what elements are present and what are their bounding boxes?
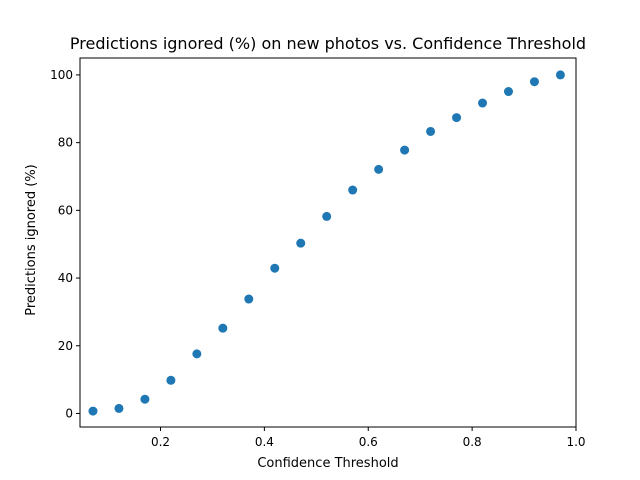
scatter-point [114, 403, 124, 413]
scatter-point [322, 211, 332, 221]
scatter-point [426, 126, 436, 136]
y-axis-label: Predictions ignored (%) [24, 164, 39, 315]
scatter-point [296, 238, 306, 248]
x-tick-label: 1.0 [566, 435, 585, 449]
scatter-point [555, 70, 565, 80]
scatter-point [452, 113, 462, 123]
scatter-point [374, 164, 384, 174]
y-tick-label: 100 [50, 68, 73, 82]
plot-frame [79, 57, 577, 428]
scatter-point [400, 145, 410, 155]
x-tick-label: 0.4 [255, 435, 274, 449]
x-tick-label: 0.2 [151, 435, 170, 449]
y-tick-label: 0 [65, 406, 73, 420]
scatter-point [88, 406, 98, 416]
y-tick-label: 80 [58, 136, 73, 150]
y-tick-label: 40 [58, 271, 73, 285]
chart-title: Predictions ignored (%) on new photos vs… [70, 34, 586, 53]
scatter-point [166, 375, 176, 385]
y-tick-label: 60 [58, 203, 73, 217]
x-tick-label: 0.6 [359, 435, 378, 449]
x-axis-label: Confidence Threshold [257, 456, 398, 471]
scatter-point [529, 77, 539, 87]
scatter-point [348, 185, 358, 195]
scatter-point [140, 394, 150, 404]
scatter-point [244, 294, 254, 304]
scatter-point [192, 349, 202, 359]
scatter-point [503, 87, 513, 97]
scatter-point [478, 98, 488, 108]
y-tick-label: 20 [58, 339, 73, 353]
scatter-point [270, 263, 280, 273]
scatter-point [218, 323, 228, 333]
x-tick-label: 0.8 [463, 435, 482, 449]
